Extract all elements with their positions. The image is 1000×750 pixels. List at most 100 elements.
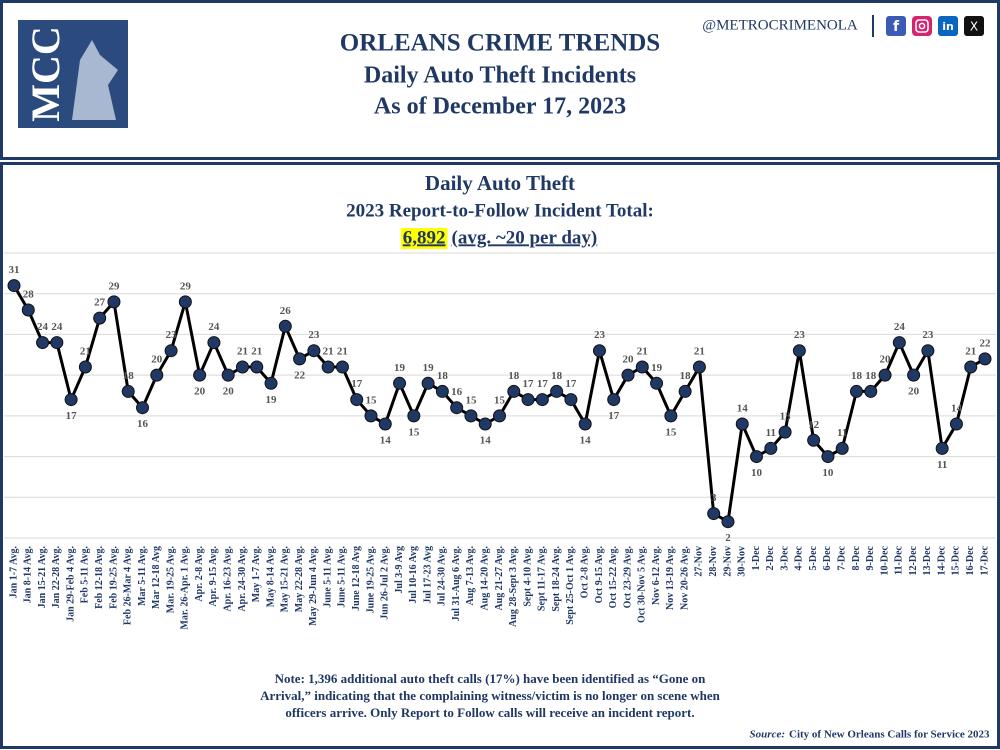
data-label: 20 — [623, 354, 635, 366]
data-label: 23 — [594, 329, 606, 341]
x-tick-label: 11-Dec — [894, 545, 905, 574]
x-tick-label: Feb 26-Mar 4 Avg. — [123, 546, 134, 626]
data-label: 14 — [380, 435, 392, 447]
source-label: Source: — [750, 729, 785, 741]
data-label: 18 — [123, 370, 135, 382]
x-tick-label: Aug 7-13 Avg. — [465, 546, 476, 606]
data-point — [478, 417, 492, 431]
x-tick-label: Jun 26-Jul 2 Avg. — [380, 546, 391, 620]
x-tick-label: May 1-7 Avg. — [251, 546, 262, 603]
x-tick-label: 10-Dec — [879, 545, 890, 575]
data-point — [364, 409, 378, 423]
x-tick-label: Feb 19-25 Avg. — [108, 546, 119, 609]
data-label: 28 — [23, 289, 35, 301]
x-tick-label: 9-Dec — [865, 545, 876, 570]
x-tick-label: June 5-11 Avg. — [322, 546, 333, 608]
x-tick-label: 16-Dec — [965, 545, 976, 575]
data-label: 11 — [766, 427, 776, 439]
x-tick-label: Feb 5-11 Avg. — [80, 546, 91, 604]
data-point — [36, 336, 50, 350]
x-tick-label: Oct 23-29 Avg. — [622, 546, 633, 609]
x-tick-label: 1-Dec — [751, 545, 762, 570]
data-point — [421, 376, 435, 390]
data-point — [735, 417, 749, 431]
data-point — [635, 360, 649, 374]
facebook-icon[interactable] — [886, 16, 906, 36]
data-label: 24 — [37, 321, 49, 333]
facebook-glyph: f — [893, 19, 900, 35]
data-point — [521, 393, 535, 407]
data-point — [664, 409, 678, 423]
data-point — [650, 376, 664, 390]
x-tick-label: Jan 1-7 Avg. — [8, 546, 19, 599]
x-tick-label: 30-Nov — [737, 546, 748, 577]
data-point — [78, 360, 92, 374]
data-point — [578, 417, 592, 431]
data-point — [307, 344, 321, 358]
x-tick-label: Jul 24-30 Avg. — [437, 546, 448, 607]
data-point — [535, 393, 549, 407]
data-point — [193, 368, 207, 382]
data-point — [949, 417, 963, 431]
data-label: 22 — [980, 337, 992, 349]
data-label: 20 — [908, 386, 920, 398]
data-label: 18 — [508, 370, 520, 382]
x-tick-label: Nov 20-26 Avg. — [679, 546, 690, 610]
x-tick-label: Aug 21-27 Avg. — [494, 546, 505, 611]
x-tick-label: Jan 15-21 Avg. — [37, 546, 48, 609]
x-tick-label: 15-Dec — [951, 545, 962, 575]
data-point — [393, 376, 407, 390]
data-label: 16 — [451, 386, 463, 398]
data-point — [592, 344, 606, 358]
data-label: 21 — [694, 346, 705, 358]
x-tick-label: 7-Dec — [837, 545, 848, 570]
data-label: 24 — [208, 321, 220, 333]
data-label: 10 — [751, 467, 763, 479]
x-tick-label: 13-Dec — [922, 545, 933, 575]
data-label: 16 — [137, 418, 149, 430]
data-label: 27 — [94, 297, 106, 309]
data-point — [321, 360, 335, 374]
instagram-glyph — [915, 19, 929, 33]
data-label: 17 — [608, 410, 620, 422]
data-point — [293, 352, 307, 366]
data-point — [235, 360, 249, 374]
data-point — [864, 384, 878, 398]
instagram-icon[interactable] — [912, 16, 932, 36]
x-tick-label: Sept 11-17 Avg. — [537, 546, 548, 612]
data-label: 23 — [922, 329, 934, 341]
data-label: 21 — [337, 346, 348, 358]
data-point — [921, 344, 935, 358]
data-point — [221, 368, 235, 382]
data-label: 15 — [494, 394, 506, 406]
data-label: 21 — [965, 346, 976, 358]
data-point — [136, 401, 150, 415]
data-point — [250, 360, 264, 374]
x-tick-label: 14-Dec — [936, 545, 947, 575]
data-label: 20 — [223, 386, 235, 398]
data-label: 10 — [822, 467, 834, 479]
data-label: 17 — [66, 410, 78, 422]
x-icon[interactable] — [964, 16, 984, 36]
x-tick-label: Nov 6-12 Avg. — [651, 546, 662, 605]
data-label: 23 — [794, 329, 806, 341]
data-label: 23 — [308, 329, 320, 341]
data-label: 15 — [365, 394, 377, 406]
x-tick-label: Jan 29-Feb 4 Avg. — [65, 546, 76, 622]
data-point — [378, 417, 392, 431]
data-point — [50, 336, 64, 350]
data-label: 18 — [865, 370, 877, 382]
data-label: 23 — [166, 329, 178, 341]
header-frame — [0, 0, 1000, 160]
data-point — [764, 441, 778, 455]
x-tick-label: Jul 31-Aug 6 Avg. — [451, 546, 462, 622]
data-label: 11 — [837, 427, 847, 439]
x-tick-label: Jul 17-23 Avg — [422, 546, 433, 604]
x-tick-label: Jul 10-16 Avg — [408, 546, 419, 604]
data-point — [892, 336, 906, 350]
data-point — [150, 368, 164, 382]
x-tick-label: June 5-11 Avg. — [337, 546, 348, 608]
linkedin-icon[interactable] — [938, 16, 958, 36]
